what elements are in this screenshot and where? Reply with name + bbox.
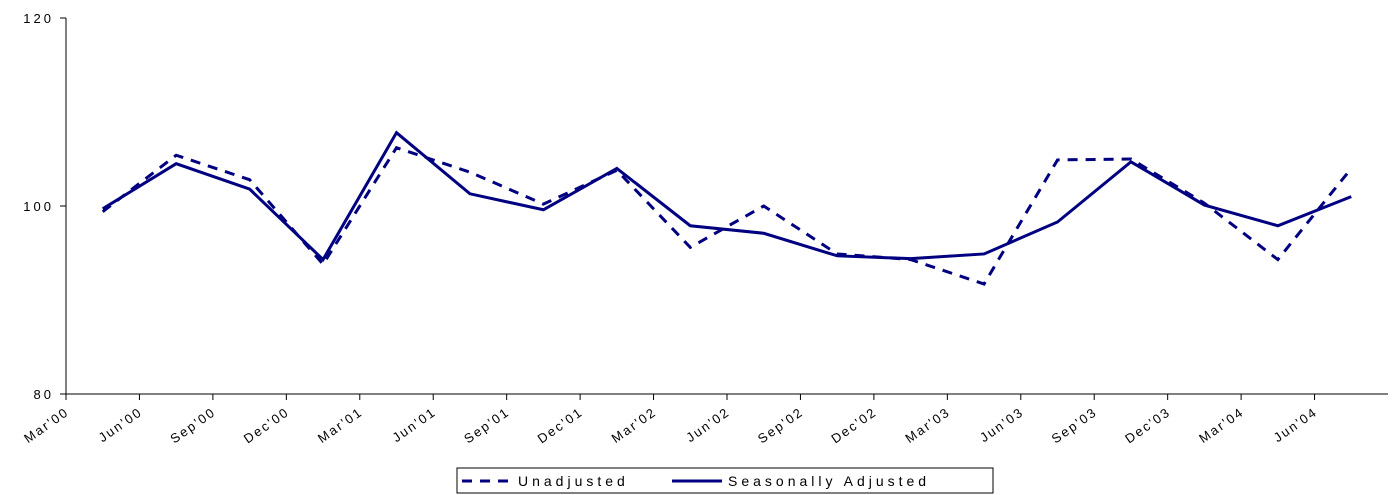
line-series [101, 130, 1352, 262]
x-tick-label: Mar'03 [902, 404, 953, 446]
x-tick-label: Jun'03 [977, 404, 1026, 445]
y-tick-label: 80 [34, 387, 54, 402]
x-tick-label: Mar'01 [315, 404, 366, 446]
x-tick-label: Dec'02 [828, 404, 879, 446]
legend-label: Seasonally Adjusted [728, 473, 930, 489]
x-tick-label: Jun'01 [389, 404, 438, 445]
x-tick-label: Sep'02 [755, 404, 806, 446]
legend-label: Unadjusted [518, 473, 629, 489]
x-tick-label: Sep'03 [1049, 404, 1100, 446]
x-tick-label: Mar'04 [1196, 404, 1247, 446]
legend-box [456, 467, 994, 494]
y-tick-label: 100 [23, 199, 54, 214]
x-tick-label: Mar'00 [21, 404, 72, 446]
x-tick-label: Dec'03 [1122, 404, 1173, 446]
line-series [101, 145, 1353, 286]
x-tick-label: Dec'00 [241, 404, 292, 446]
x-tick-label: Mar'02 [609, 404, 660, 446]
y-tick-label: 120 [23, 11, 54, 26]
x-tick-label: Sep'00 [167, 404, 218, 446]
x-tick-label: Jun'04 [1271, 404, 1320, 445]
x-tick-label: Sep'01 [461, 404, 512, 446]
x-tick-label: Dec'01 [535, 404, 586, 446]
x-tick-label: Jun'02 [683, 404, 732, 445]
x-tick-label: Jun'00 [96, 404, 145, 445]
